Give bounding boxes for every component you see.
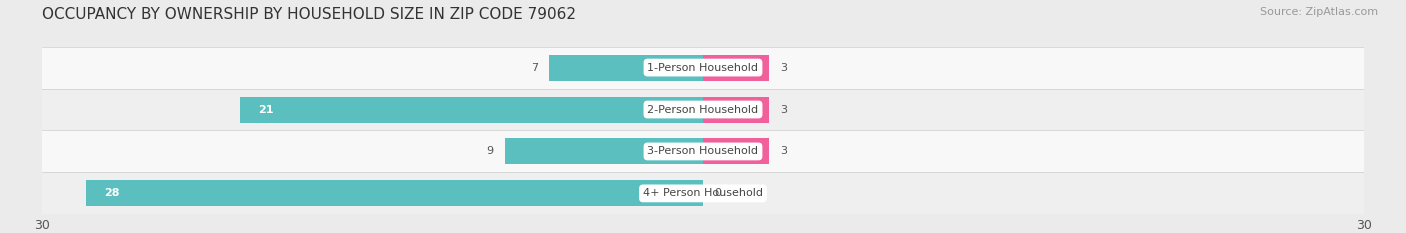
Bar <box>42 47 1364 89</box>
Bar <box>42 130 1364 172</box>
Bar <box>703 55 769 81</box>
Bar <box>86 180 703 206</box>
Text: 2-Person Household: 2-Person Household <box>647 105 759 114</box>
Text: 9: 9 <box>486 147 494 156</box>
Bar <box>505 138 703 164</box>
Text: 3: 3 <box>780 147 787 156</box>
Text: 3: 3 <box>780 105 787 114</box>
Bar <box>240 96 703 123</box>
Bar <box>703 96 769 123</box>
Bar <box>42 89 1364 130</box>
Bar <box>548 55 703 81</box>
Bar <box>42 172 1364 214</box>
Text: 1-Person Household: 1-Person Household <box>648 63 758 72</box>
Text: 3: 3 <box>780 63 787 72</box>
Text: OCCUPANCY BY OWNERSHIP BY HOUSEHOLD SIZE IN ZIP CODE 79062: OCCUPANCY BY OWNERSHIP BY HOUSEHOLD SIZE… <box>42 7 576 22</box>
Text: 28: 28 <box>104 188 120 198</box>
Text: Source: ZipAtlas.com: Source: ZipAtlas.com <box>1260 7 1378 17</box>
Bar <box>703 138 769 164</box>
Text: 21: 21 <box>259 105 274 114</box>
Text: 7: 7 <box>530 63 537 72</box>
Text: 4+ Person Household: 4+ Person Household <box>643 188 763 198</box>
Text: 0: 0 <box>714 188 721 198</box>
Text: 3-Person Household: 3-Person Household <box>648 147 758 156</box>
